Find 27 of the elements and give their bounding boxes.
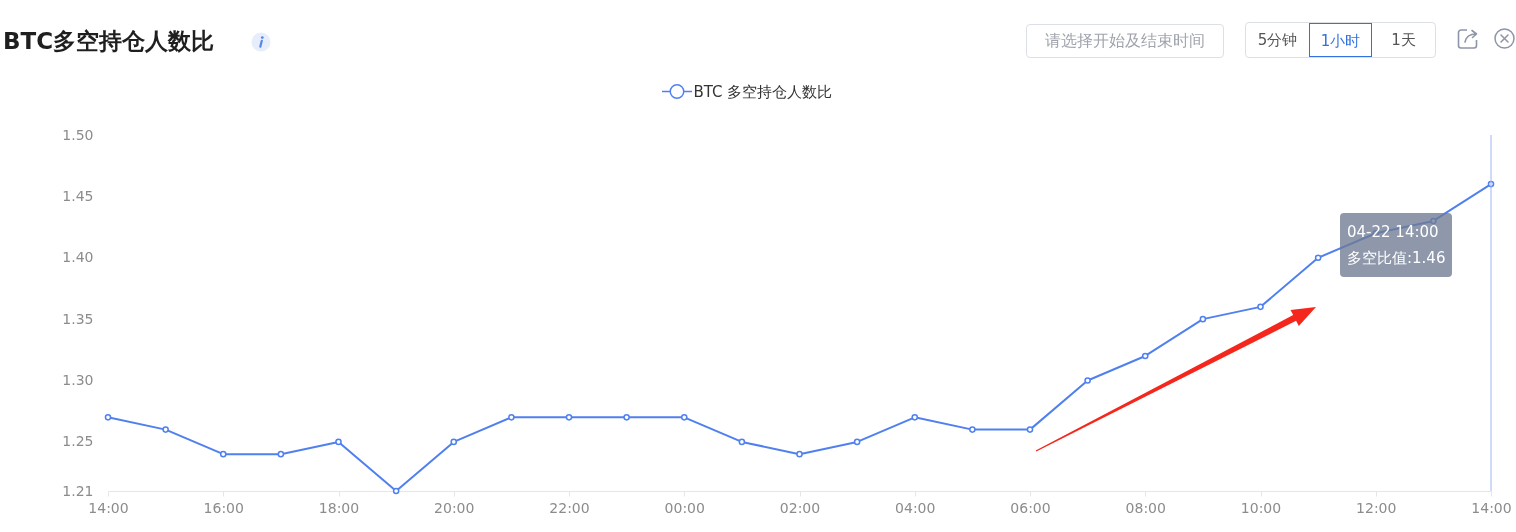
x-tick-label: 14:00: [1471, 499, 1512, 516]
x-tick-label: 22:00: [549, 499, 590, 516]
x-tick-label: 18:00: [318, 499, 360, 516]
chart-title: BTC多空持仓人数比: [3, 27, 215, 56]
x-tick-label: 20:00: [434, 499, 475, 516]
annotation: 04-22 14:00 多空比值:1.46: [1340, 213, 1453, 277]
x-tick-label: 12:00: [1356, 499, 1397, 516]
x-tick-label: 08:00: [1125, 499, 1166, 516]
x-tick-label: 02:00: [779, 499, 821, 516]
y-tick-label: 1.30: [62, 372, 94, 389]
y-tick-label: 1.35: [62, 310, 94, 327]
x-tick-label: 00:00: [664, 499, 705, 516]
x-tick-label: 10:00: [1240, 499, 1282, 516]
x-tick-label: 14:00: [88, 499, 129, 516]
y-tick-label: 1.21: [62, 482, 94, 499]
y-tick-label: 1.25: [62, 433, 94, 450]
text: 1天: [1390, 30, 1417, 51]
text: 5分钟: [1256, 30, 1299, 51]
legend-label: BTC 多空持仓人数比: [693, 82, 833, 101]
text: 1小时: [1309, 23, 1372, 57]
x-tick-label: 16:00: [203, 499, 244, 516]
x-tick-label: 04:00: [895, 499, 936, 516]
text: 请选择开始及结束时间: [1026, 24, 1224, 58]
y-tick-label: 1.45: [62, 187, 94, 204]
y-tick-label: 1.50: [62, 126, 94, 143]
y-tick-label: 1.40: [62, 249, 94, 266]
x-tick-label: 06:00: [1010, 499, 1051, 516]
